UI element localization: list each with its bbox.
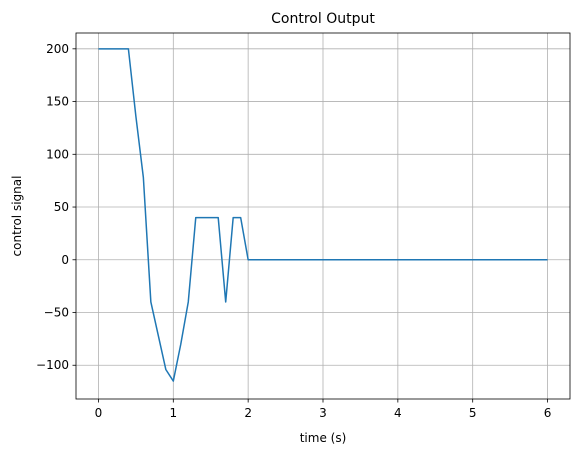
x-tick-label: 1 [169,406,177,420]
grid [76,33,570,399]
y-axis-label: control signal [10,176,24,257]
axis-ticks: 0 1 2 3 4 5 6 200 150 100 50 0 −50 −100 [36,42,551,420]
y-tick-label: −50 [44,306,69,320]
x-tick-label: 3 [319,406,327,420]
x-tick-label: 2 [244,406,252,420]
x-tick-label: 4 [394,406,402,420]
x-axis-label: time (s) [300,431,347,445]
y-tick-label: 50 [54,200,69,214]
control-signal-line [98,48,548,382]
x-tick-label: 6 [544,406,552,420]
x-tick-label: 0 [95,406,103,420]
y-tick-label: 100 [46,147,69,161]
x-tick-label: 5 [469,406,477,420]
y-tick-label: 0 [61,253,69,267]
y-tick-label: 200 [46,42,69,56]
y-tick-label: −100 [36,358,69,372]
y-tick-label: 150 [46,95,69,109]
series-layer [98,48,548,382]
chart-title: Control Output [271,11,375,27]
